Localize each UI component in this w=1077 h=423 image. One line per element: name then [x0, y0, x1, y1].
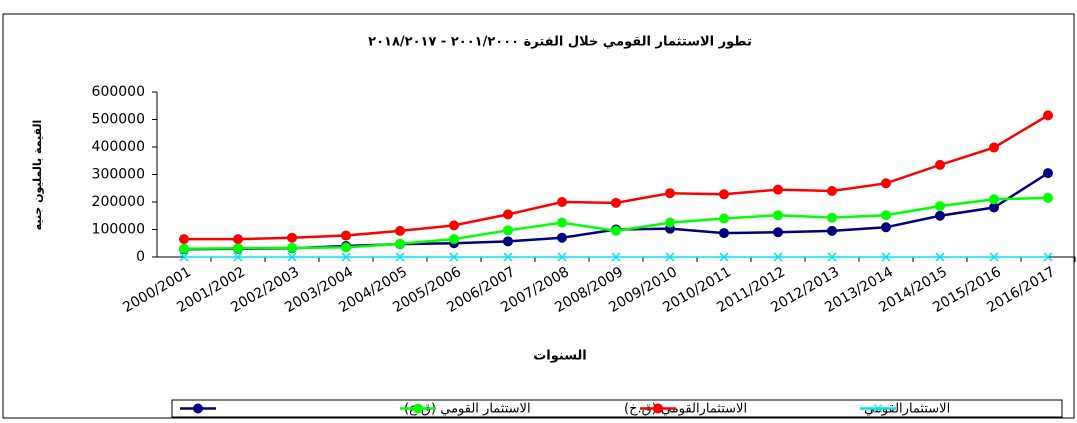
y-tick-label: 600000	[92, 84, 145, 100]
data-point	[341, 252, 351, 262]
data-point	[557, 217, 567, 228]
data-point	[287, 242, 297, 253]
data-point	[935, 210, 945, 221]
y-axis-label: القيمة بالمليون جنيه	[31, 120, 44, 231]
data-point	[1043, 252, 1053, 262]
data-point	[395, 225, 405, 236]
legend-marker	[873, 404, 883, 413]
data-point	[719, 189, 729, 200]
data-point	[503, 236, 513, 247]
data-point	[773, 252, 783, 262]
y-tick-label: 400000	[92, 139, 145, 155]
y-tick-label: 300000	[92, 167, 145, 183]
data-point	[881, 252, 891, 262]
data-point	[179, 243, 189, 254]
data-point	[233, 243, 243, 254]
data-point	[665, 188, 675, 199]
data-point	[449, 234, 459, 245]
data-point	[179, 252, 189, 262]
data-point	[611, 252, 621, 262]
data-point	[827, 212, 837, 223]
data-point	[503, 252, 513, 262]
data-point	[341, 242, 351, 253]
data-point	[773, 210, 783, 221]
data-point	[395, 238, 405, 249]
data-point	[503, 209, 513, 220]
data-point	[935, 159, 945, 170]
data-point	[665, 252, 675, 262]
legend	[171, 399, 1063, 418]
legend-marker	[413, 403, 423, 414]
data-point	[233, 252, 243, 262]
data-point	[827, 252, 837, 262]
data-point	[665, 217, 675, 228]
data-point	[719, 213, 729, 224]
data-point	[449, 220, 459, 231]
legend-label: الاستثمار القومي (ق.ع)	[404, 402, 531, 417]
data-point	[557, 232, 567, 243]
data-point	[557, 252, 567, 262]
y-tick-label: 200000	[92, 194, 145, 210]
data-point	[1043, 110, 1053, 121]
data-point	[881, 210, 891, 221]
data-point	[449, 252, 459, 262]
legend-label: الاستثمارالقومي	[864, 402, 950, 417]
data-point	[935, 252, 945, 262]
data-point	[773, 184, 783, 195]
legend-marker	[653, 403, 663, 414]
data-point	[1043, 168, 1053, 179]
data-point	[233, 234, 243, 245]
data-point	[341, 230, 351, 241]
data-point	[989, 252, 999, 262]
data-point	[881, 178, 891, 189]
y-tick-label: 0	[136, 249, 145, 265]
legend-marker	[193, 403, 203, 414]
data-point	[935, 201, 945, 212]
data-point	[179, 234, 189, 245]
data-point	[773, 227, 783, 238]
data-point	[827, 225, 837, 236]
data-point	[557, 197, 567, 207]
data-point	[503, 225, 513, 236]
y-tick-label: 500000	[92, 112, 145, 128]
data-point	[719, 228, 729, 239]
data-point	[989, 194, 999, 205]
data-point	[719, 252, 729, 262]
data-point	[1043, 192, 1053, 203]
x-axis-label: السنوات	[533, 349, 587, 364]
chart-title: تطور الاستثمار القومي خلال الفترة ٢٠٠١/٢…	[368, 35, 752, 50]
y-tick-label: 100000	[92, 222, 145, 238]
data-point	[611, 225, 621, 236]
data-point	[989, 142, 999, 153]
data-point	[611, 197, 621, 208]
data-point	[827, 186, 837, 196]
data-point	[395, 252, 405, 262]
data-point	[287, 252, 297, 262]
data-point	[881, 222, 891, 233]
chart-frame	[2, 13, 1075, 419]
data-point	[287, 232, 297, 243]
data-point	[989, 202, 999, 213]
